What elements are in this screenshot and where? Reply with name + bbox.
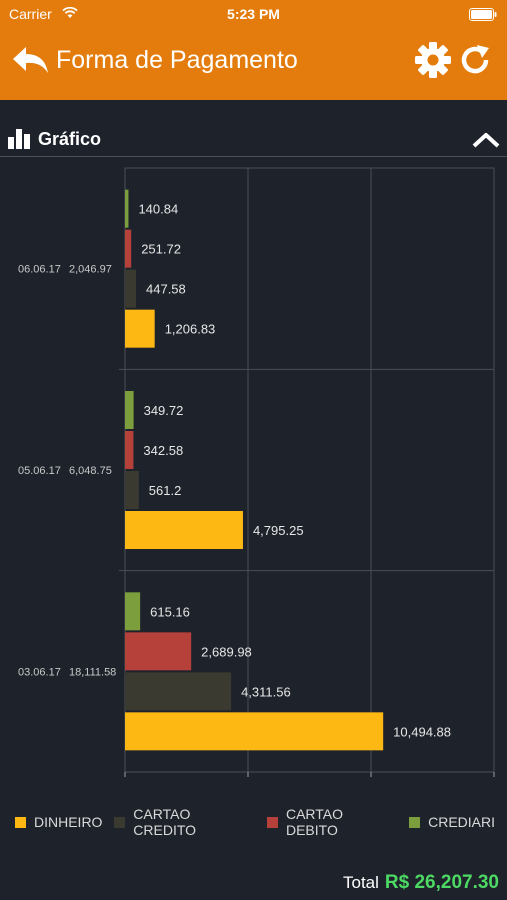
- bar-cartao-credito: [125, 269, 137, 308]
- nav-bar: Forma de Pagamento: [0, 28, 507, 100]
- bar-value-label: 561.2: [149, 483, 182, 498]
- carrier-label: Carrier: [9, 6, 52, 22]
- bar-value-label: 4,311.56: [241, 684, 291, 699]
- legend-swatch: [15, 816, 26, 828]
- legend-swatch: [114, 816, 126, 828]
- bar-cartao-debito: [125, 632, 192, 671]
- status-time: 5:23 PM: [227, 6, 280, 22]
- bar-cartao-debito: [125, 229, 132, 268]
- bar-cartao-credito: [125, 672, 232, 711]
- back-arrow-icon[interactable]: [12, 45, 50, 80]
- section-title: Gráfico: [38, 129, 102, 149]
- page-title: Forma de Pagamento: [56, 46, 298, 74]
- plot-frame: [124, 167, 495, 773]
- bar-value-label: 615.16: [150, 604, 190, 619]
- bar-chart-icon: [8, 129, 32, 154]
- bar-value-label: 342.58: [143, 443, 183, 458]
- category-total-label: 2,046.97: [69, 264, 112, 276]
- total-label: Total: [342, 873, 379, 892]
- legend-label: CARTAO DEBITO: [285, 806, 344, 838]
- total-value: R$ 26,207.30: [384, 872, 499, 893]
- category-total-label: 18,111.58: [69, 666, 116, 678]
- bar-dinheiro: [125, 511, 243, 549]
- category-total-label: 6,048.75: [69, 465, 112, 477]
- category-date-label: 03.06.17: [18, 666, 61, 678]
- bar-value-label: 140.84: [138, 202, 178, 217]
- bar-dinheiro: [125, 712, 384, 751]
- total-summary: Total R$ 26,207.30: [343, 872, 499, 894]
- bar-value-label: 447.58: [146, 282, 186, 297]
- category-date-label: 06.06.17: [18, 264, 61, 276]
- legend-label: CARTAO CREDITO: [133, 806, 197, 838]
- chart-section-header: Gráfico: [0, 120, 507, 156]
- refresh-icon[interactable]: [458, 42, 494, 83]
- legend-label: CREDIARI: [428, 814, 495, 830]
- divider: [0, 156, 507, 157]
- category-date-label: 05.06.17: [18, 465, 61, 477]
- legend-item: DINHEIRO: [15, 814, 102, 830]
- chevron-up-icon[interactable]: [472, 132, 500, 153]
- legend-swatch: [409, 816, 421, 828]
- wifi-icon: [62, 6, 78, 24]
- legend-item: CARTAO CREDITO: [114, 806, 255, 838]
- legend-swatch: [267, 816, 278, 828]
- bar-value-label: 1,206.83: [165, 322, 216, 337]
- bar-crediari: [125, 592, 141, 631]
- bar-value-label: 4,795.25: [253, 523, 304, 538]
- status-bar: Carrier 5:23 PM: [0, 0, 507, 28]
- legend-label: DINHEIRO: [34, 814, 103, 830]
- bar-crediari: [125, 391, 134, 429]
- bar-value-label: 2,689.98: [201, 644, 252, 659]
- legend-item: CREDIARI: [409, 814, 495, 830]
- bar-value-label: 10,494.88: [393, 724, 451, 739]
- bar-crediari: [125, 189, 129, 228]
- gear-icon[interactable]: [414, 41, 452, 84]
- bar-value-label: 251.72: [141, 242, 181, 257]
- battery-icon: [469, 8, 497, 26]
- bar-dinheiro: [125, 309, 155, 348]
- bar-cartao-credito: [125, 471, 139, 509]
- bar-cartao-debito: [125, 431, 134, 469]
- chart-legend: DINHEIRO CARTAO CREDITO CARTAO DEBITO CREDI…: [15, 806, 507, 838]
- payment-bar-chart: 0500010000150001,206.83447.58251.72140.8…: [18, 167, 495, 777]
- legend-item: CARTAO DEBITO: [267, 806, 397, 838]
- bar-value-label: 349.72: [144, 403, 184, 418]
